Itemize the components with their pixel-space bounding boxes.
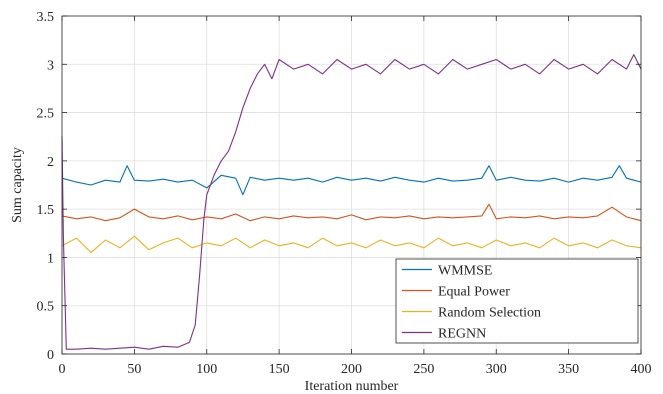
y-tick-label: 1 — [47, 251, 54, 266]
y-tick-label: 0.5 — [37, 300, 55, 315]
y-tick-label: 3.5 — [37, 10, 55, 25]
axis-ticks: 0 50 100 150 200 250 300 350 400 0 0.5 1 1.5 2 2.5 3 3.5 — [37, 10, 652, 377]
y-tick-label: 0 — [47, 348, 54, 363]
legend-label-wmmse: WMMSE — [438, 264, 492, 279]
x-tick-label: 300 — [486, 362, 507, 377]
legend-label-random-selection: Random Selection — [438, 306, 541, 321]
y-tick-label: 3 — [47, 58, 54, 73]
x-tick-label: 250 — [413, 362, 434, 377]
series-line-regnn — [61, 54, 642, 350]
x-tick-label: 200 — [341, 362, 362, 377]
series-line-equal-power — [61, 203, 642, 222]
x-tick-label: 50 — [127, 362, 141, 377]
x-tick-label: 400 — [631, 362, 652, 377]
series-line-random-selection — [61, 235, 642, 254]
x-tick-label: 350 — [558, 362, 579, 377]
y-axis-title: Sum capacity — [10, 147, 25, 223]
data-series — [61, 54, 642, 350]
legend-label-equal-power: Equal Power — [438, 285, 510, 300]
x-axis-title: Iteration number — [305, 379, 399, 394]
x-tick-label: 0 — [59, 362, 66, 377]
y-tick-label: 2 — [47, 155, 54, 170]
x-tick-label: 100 — [196, 362, 217, 377]
series-line-wmmse — [61, 165, 642, 196]
y-tick-label: 2.5 — [37, 107, 55, 122]
y-tick-label: 1.5 — [37, 203, 55, 218]
x-tick-label: 150 — [269, 362, 290, 377]
legend: WMMSE Equal Power Random Selection REGNN — [395, 258, 639, 344]
legend-label-regnn: REGNN — [438, 327, 486, 342]
legend-box — [395, 258, 639, 344]
